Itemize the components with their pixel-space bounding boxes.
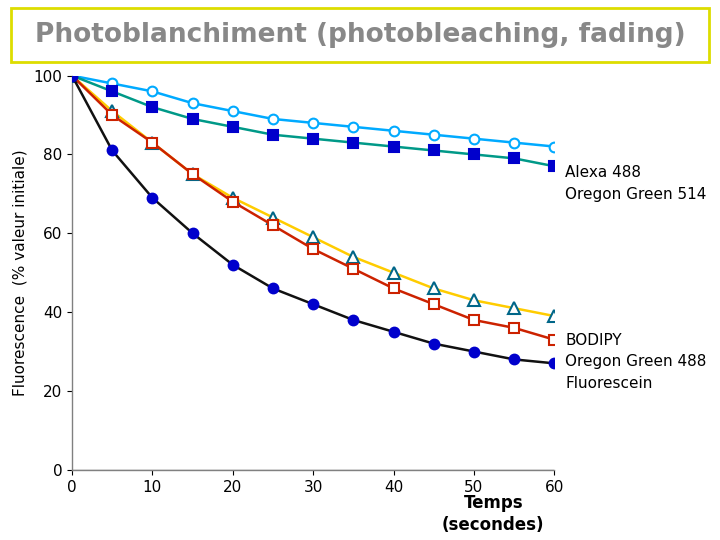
Text: Photoblanchiment (photobleaching, fading): Photoblanchiment (photobleaching, fading… [35,22,685,48]
FancyBboxPatch shape [11,8,709,62]
Text: Fluorescein: Fluorescein [565,376,652,391]
Text: Oregon Green 488: Oregon Green 488 [565,354,706,369]
Text: BODIPY: BODIPY [565,333,622,348]
Y-axis label: Fluorescence  (% valeur initiale): Fluorescence (% valeur initiale) [13,150,28,396]
Text: (secondes): (secondes) [442,516,544,534]
Text: Alexa 488: Alexa 488 [565,165,642,180]
Text: Temps: Temps [464,494,523,512]
Text: Oregon Green 514: Oregon Green 514 [565,187,706,202]
